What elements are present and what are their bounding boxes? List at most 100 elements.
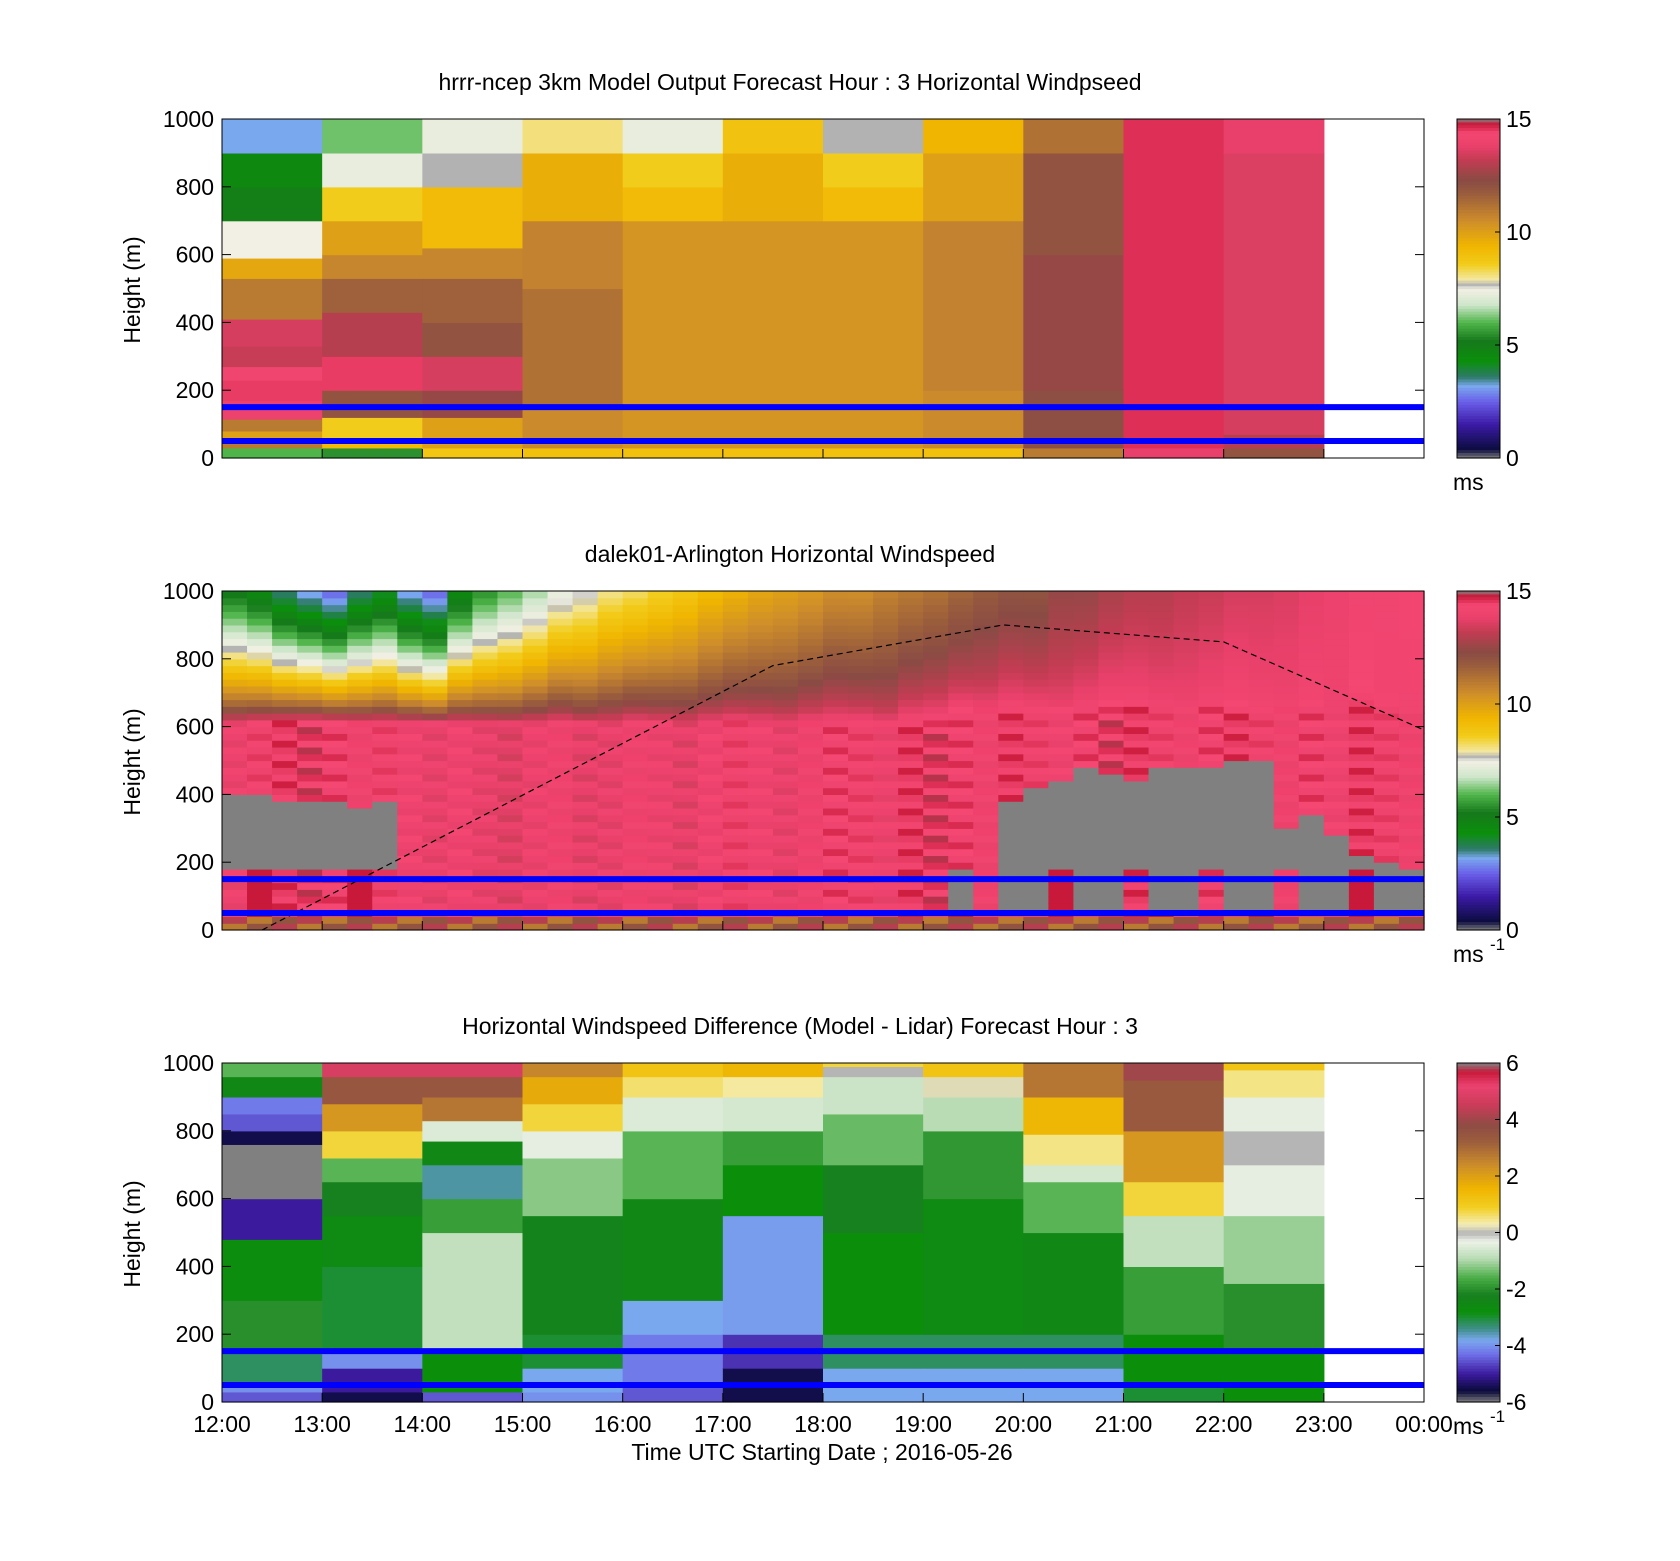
heatmap-cell xyxy=(898,828,924,836)
heatmap-cell xyxy=(898,835,924,843)
colorbar-swatch xyxy=(1457,167,1500,171)
heatmap-cell xyxy=(1148,882,1175,890)
heatmap-cell xyxy=(1073,706,1100,714)
heatmap-cell xyxy=(572,618,599,626)
heatmap-cell xyxy=(547,814,574,823)
heatmap-cell xyxy=(472,692,499,701)
colorbar-swatch xyxy=(1457,876,1500,880)
heatmap-cell xyxy=(322,1368,423,1393)
heatmap-cell xyxy=(1123,604,1150,612)
heatmap-cell xyxy=(697,692,724,701)
heatmap-cell xyxy=(247,780,273,789)
heatmap-cell xyxy=(1048,692,1075,701)
heatmap-cell xyxy=(397,916,423,924)
heatmap-cell xyxy=(597,713,624,721)
heatmap-cell xyxy=(1273,746,1300,755)
heatmap-cell xyxy=(622,1063,724,1078)
heatmap-cell xyxy=(472,733,499,741)
heatmap-cell xyxy=(597,767,624,775)
heatmap-cell xyxy=(1123,896,1150,904)
heatmap-cell xyxy=(522,828,549,836)
colorbar-swatch xyxy=(1457,361,1500,366)
heatmap-cell xyxy=(297,713,323,721)
heatmap-cell xyxy=(797,753,824,762)
heatmap-cell xyxy=(1173,868,1200,877)
heatmap-cell xyxy=(1148,787,1175,795)
heatmap-cell xyxy=(1098,753,1125,762)
heatmap-cell xyxy=(1248,807,1275,816)
heatmap-cell xyxy=(322,760,348,768)
heatmap-cell xyxy=(647,916,674,924)
heatmap-cell xyxy=(1398,889,1425,897)
colorbar-swatch xyxy=(1457,743,1500,747)
heatmap-cell xyxy=(422,685,448,694)
colorbar-swatch xyxy=(1457,1269,1500,1273)
colorbar-swatch xyxy=(1457,1362,1500,1366)
heatmap-cell xyxy=(873,821,899,829)
heatmap-cell xyxy=(222,186,323,222)
heatmap-cell xyxy=(1273,848,1300,857)
heatmap-cell xyxy=(1273,828,1300,836)
heatmap-cell xyxy=(797,868,824,877)
heatmap-cell xyxy=(622,862,649,870)
heatmap-cell xyxy=(372,801,398,809)
colorbar-swatch xyxy=(1457,647,1500,651)
colorbar-swatch xyxy=(1457,246,1500,250)
heatmap-cell xyxy=(322,794,348,802)
heatmap-cell xyxy=(697,719,724,728)
colorbar-swatch xyxy=(1457,390,1500,394)
heatmap-cell xyxy=(948,624,974,633)
heatmap-cell xyxy=(672,780,699,789)
heatmap-cell xyxy=(1273,753,1300,762)
heatmap-cell xyxy=(497,801,524,809)
heatmap-cell xyxy=(697,794,724,802)
heatmap-cell xyxy=(1023,753,1049,762)
heatmap-cell xyxy=(622,652,649,660)
heatmap-cell xyxy=(747,679,774,687)
colorbar-swatch xyxy=(1457,1255,1500,1259)
heatmap-cell xyxy=(797,645,824,653)
heatmap-cell xyxy=(772,828,799,836)
heatmap-cell xyxy=(322,658,348,667)
heatmap-cell xyxy=(247,767,273,775)
heatmap-cell xyxy=(1373,713,1400,721)
heatmap-cell xyxy=(522,916,549,924)
heatmap-cell xyxy=(397,780,423,789)
heatmap-cell xyxy=(722,855,749,863)
heatmap-cell xyxy=(1373,658,1400,667)
heatmap-cell xyxy=(1198,787,1225,795)
x-tick-label: 18:00 xyxy=(794,1411,852,1437)
heatmap-cell xyxy=(1323,733,1350,741)
heatmap-cell xyxy=(247,828,273,836)
heatmap-cell xyxy=(547,862,574,870)
y-tick-label: 200 xyxy=(176,377,214,403)
colorbar-swatch xyxy=(1457,1136,1500,1140)
heatmap-cell xyxy=(397,624,423,633)
heatmap-cell xyxy=(797,882,824,890)
heatmap-cell xyxy=(222,611,248,619)
heatmap-cell xyxy=(597,780,624,789)
heatmap-cell xyxy=(873,787,899,795)
heatmap-cell xyxy=(873,645,899,653)
heatmap-cell xyxy=(948,828,974,836)
heatmap-cell xyxy=(823,638,849,646)
heatmap-cell xyxy=(848,889,874,897)
heatmap-cell xyxy=(823,631,849,640)
heatmap-cell xyxy=(1348,882,1375,890)
heatmap-cell xyxy=(747,658,774,667)
heatmap-cell xyxy=(247,624,273,633)
heatmap-cell xyxy=(1323,780,1350,789)
heatmap-cell xyxy=(1098,821,1125,829)
heatmap-cell xyxy=(322,753,348,762)
heatmap-cell xyxy=(1023,855,1049,863)
heatmap-cell xyxy=(948,835,974,843)
heatmap-cell xyxy=(597,645,624,653)
heatmap-cell xyxy=(998,726,1024,734)
heatmap-cell xyxy=(1023,652,1049,660)
heatmap-cell xyxy=(597,733,624,741)
heatmap-cell xyxy=(1223,835,1250,843)
heatmap-cell xyxy=(722,706,749,714)
heatmap-cell xyxy=(948,645,974,653)
heatmap-cell xyxy=(1248,631,1275,640)
